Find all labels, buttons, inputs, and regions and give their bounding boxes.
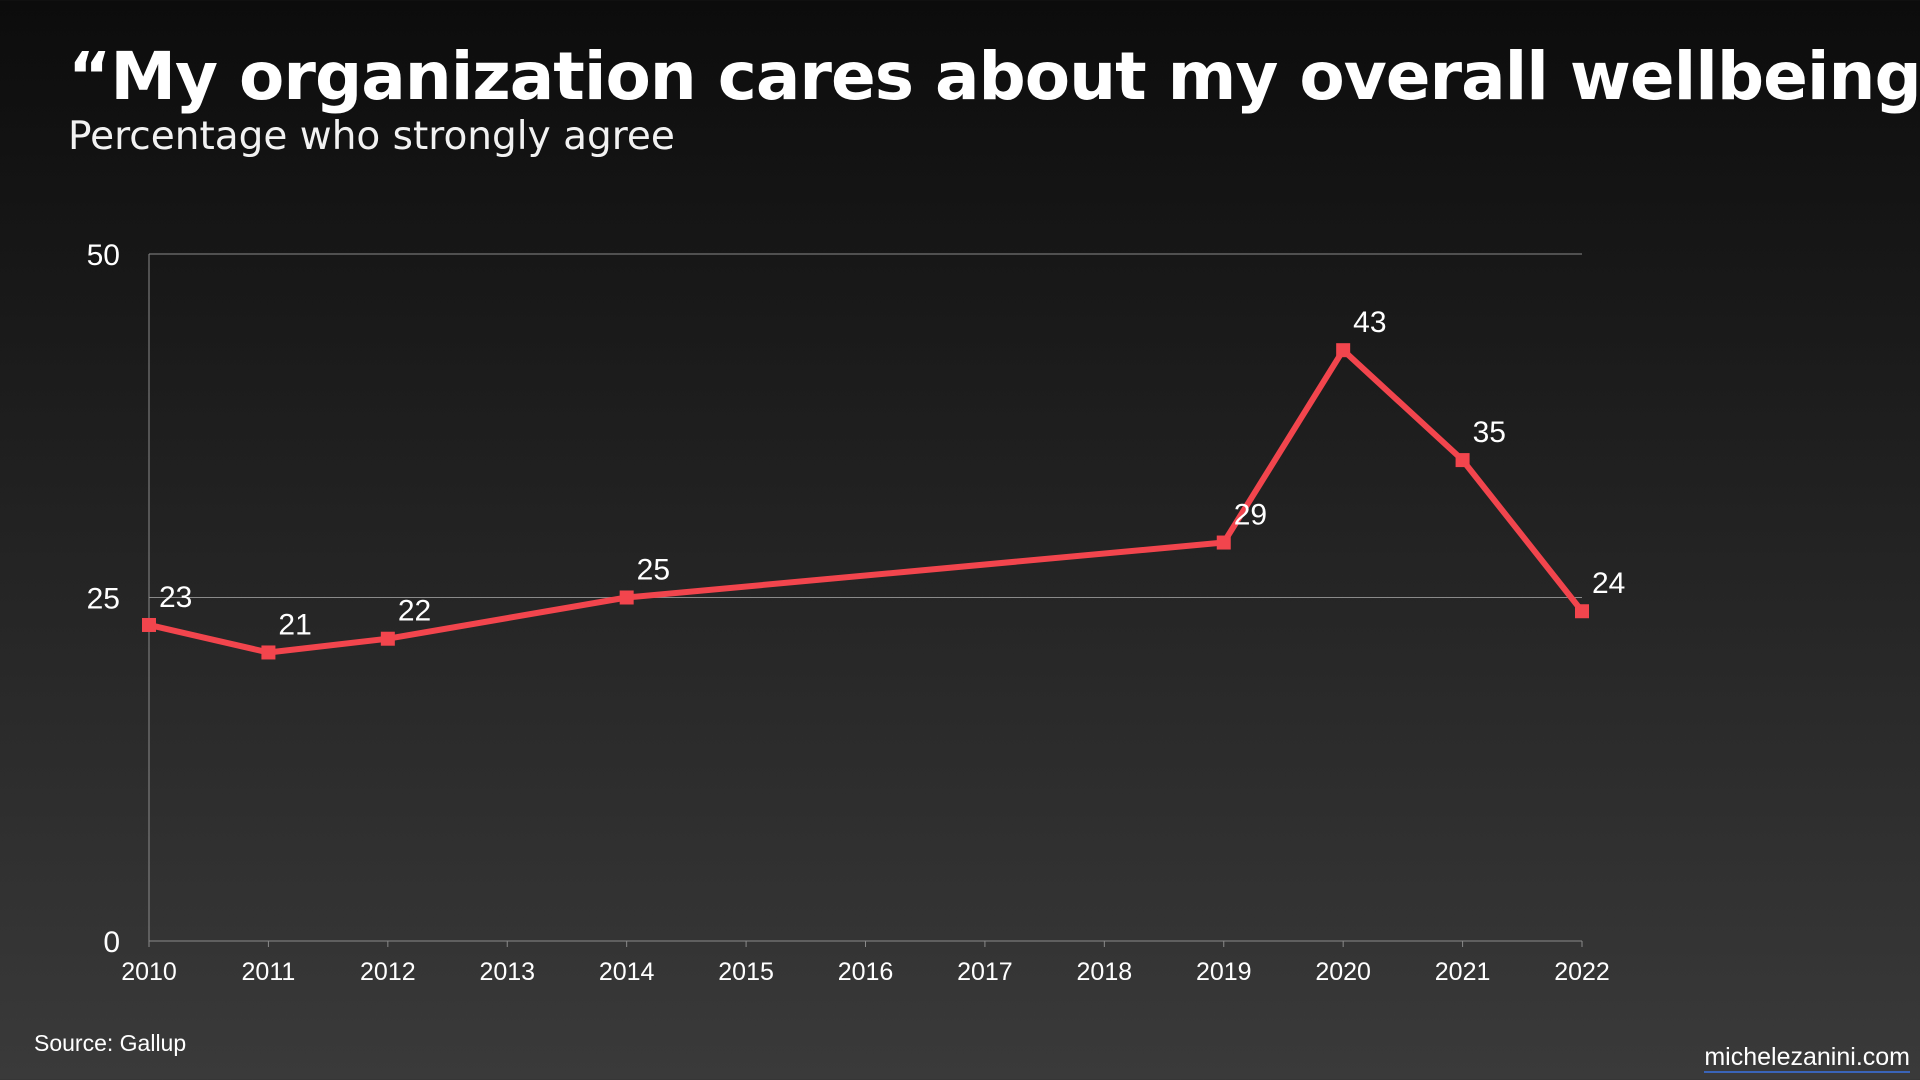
- data-point-marker: [1455, 453, 1470, 468]
- x-tick-label: 2015: [718, 958, 774, 986]
- x-tick-label: 2016: [838, 958, 894, 986]
- y-tick-label: 50: [87, 239, 120, 272]
- x-tick-label: 2012: [360, 958, 416, 986]
- chart-subtitle: Percentage who strongly agree: [68, 114, 675, 159]
- y-tick-label: 25: [87, 583, 120, 616]
- data-label: 43: [1353, 306, 1386, 339]
- series-line: [146, 347, 1585, 656]
- series-layer: [142, 343, 1589, 660]
- data-label: 35: [1473, 416, 1506, 449]
- data-label: 25: [637, 554, 670, 587]
- data-point-marker: [1575, 604, 1589, 619]
- x-tick-label: 2018: [1077, 958, 1133, 986]
- data-point-marker: [1336, 343, 1351, 358]
- label-layer: 0 25 50 2010 2011 2012 2013 2014 2015 2016 2017 201…: [87, 239, 1626, 986]
- axis-layer: [148, 254, 1583, 947]
- x-tick-label: 2014: [599, 958, 655, 986]
- x-tick-label: 2022: [1554, 958, 1610, 986]
- grid-layer: [149, 253, 1582, 598]
- data-point-marker: [261, 645, 276, 660]
- data-point-marker: [380, 631, 395, 646]
- x-tick-label: 2011: [242, 958, 296, 986]
- source-note: Source: Gallup: [34, 1030, 187, 1056]
- x-tick-label: 2017: [957, 958, 1013, 986]
- data-label: 21: [278, 608, 311, 641]
- data-label: 23: [159, 581, 192, 614]
- data-point-marker: [142, 617, 156, 632]
- data-label: 29: [1234, 499, 1267, 532]
- x-tick-label: 2021: [1435, 958, 1491, 986]
- chart-title: “My organization cares about my overall …: [68, 38, 1920, 115]
- x-tick-label: 2019: [1196, 958, 1252, 986]
- credit-link[interactable]: michelezanini.com: [1704, 1043, 1910, 1073]
- x-tick-label: 2013: [479, 958, 535, 986]
- x-tick-label: 2010: [121, 958, 177, 986]
- x-tick-label: 2020: [1315, 958, 1371, 986]
- y-tick-label: 0: [103, 926, 120, 959]
- data-point-marker: [1216, 535, 1231, 550]
- data-label: 24: [1592, 567, 1625, 600]
- data-label: 22: [398, 595, 431, 628]
- data-point-marker: [619, 590, 634, 605]
